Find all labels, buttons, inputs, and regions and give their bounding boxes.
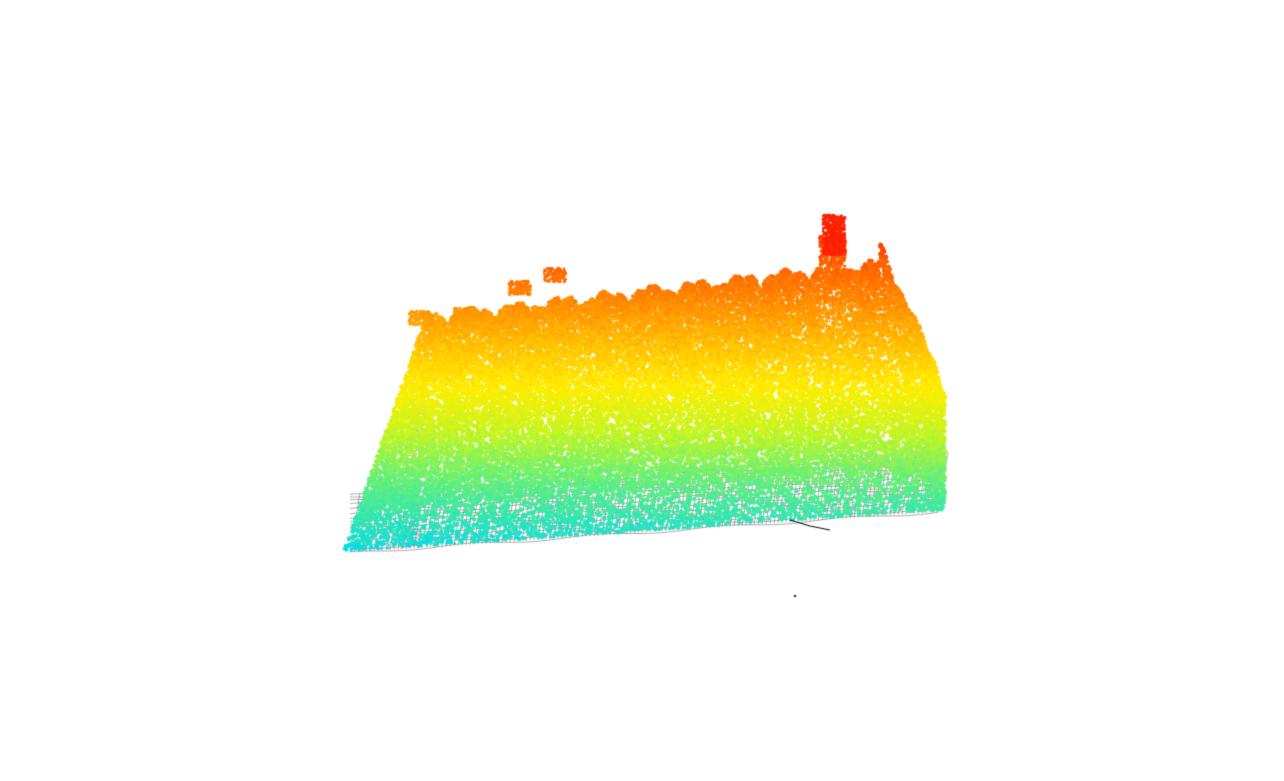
3d-viewport[interactable]: [0, 0, 1284, 781]
point-cloud-canvas[interactable]: [0, 0, 1284, 781]
